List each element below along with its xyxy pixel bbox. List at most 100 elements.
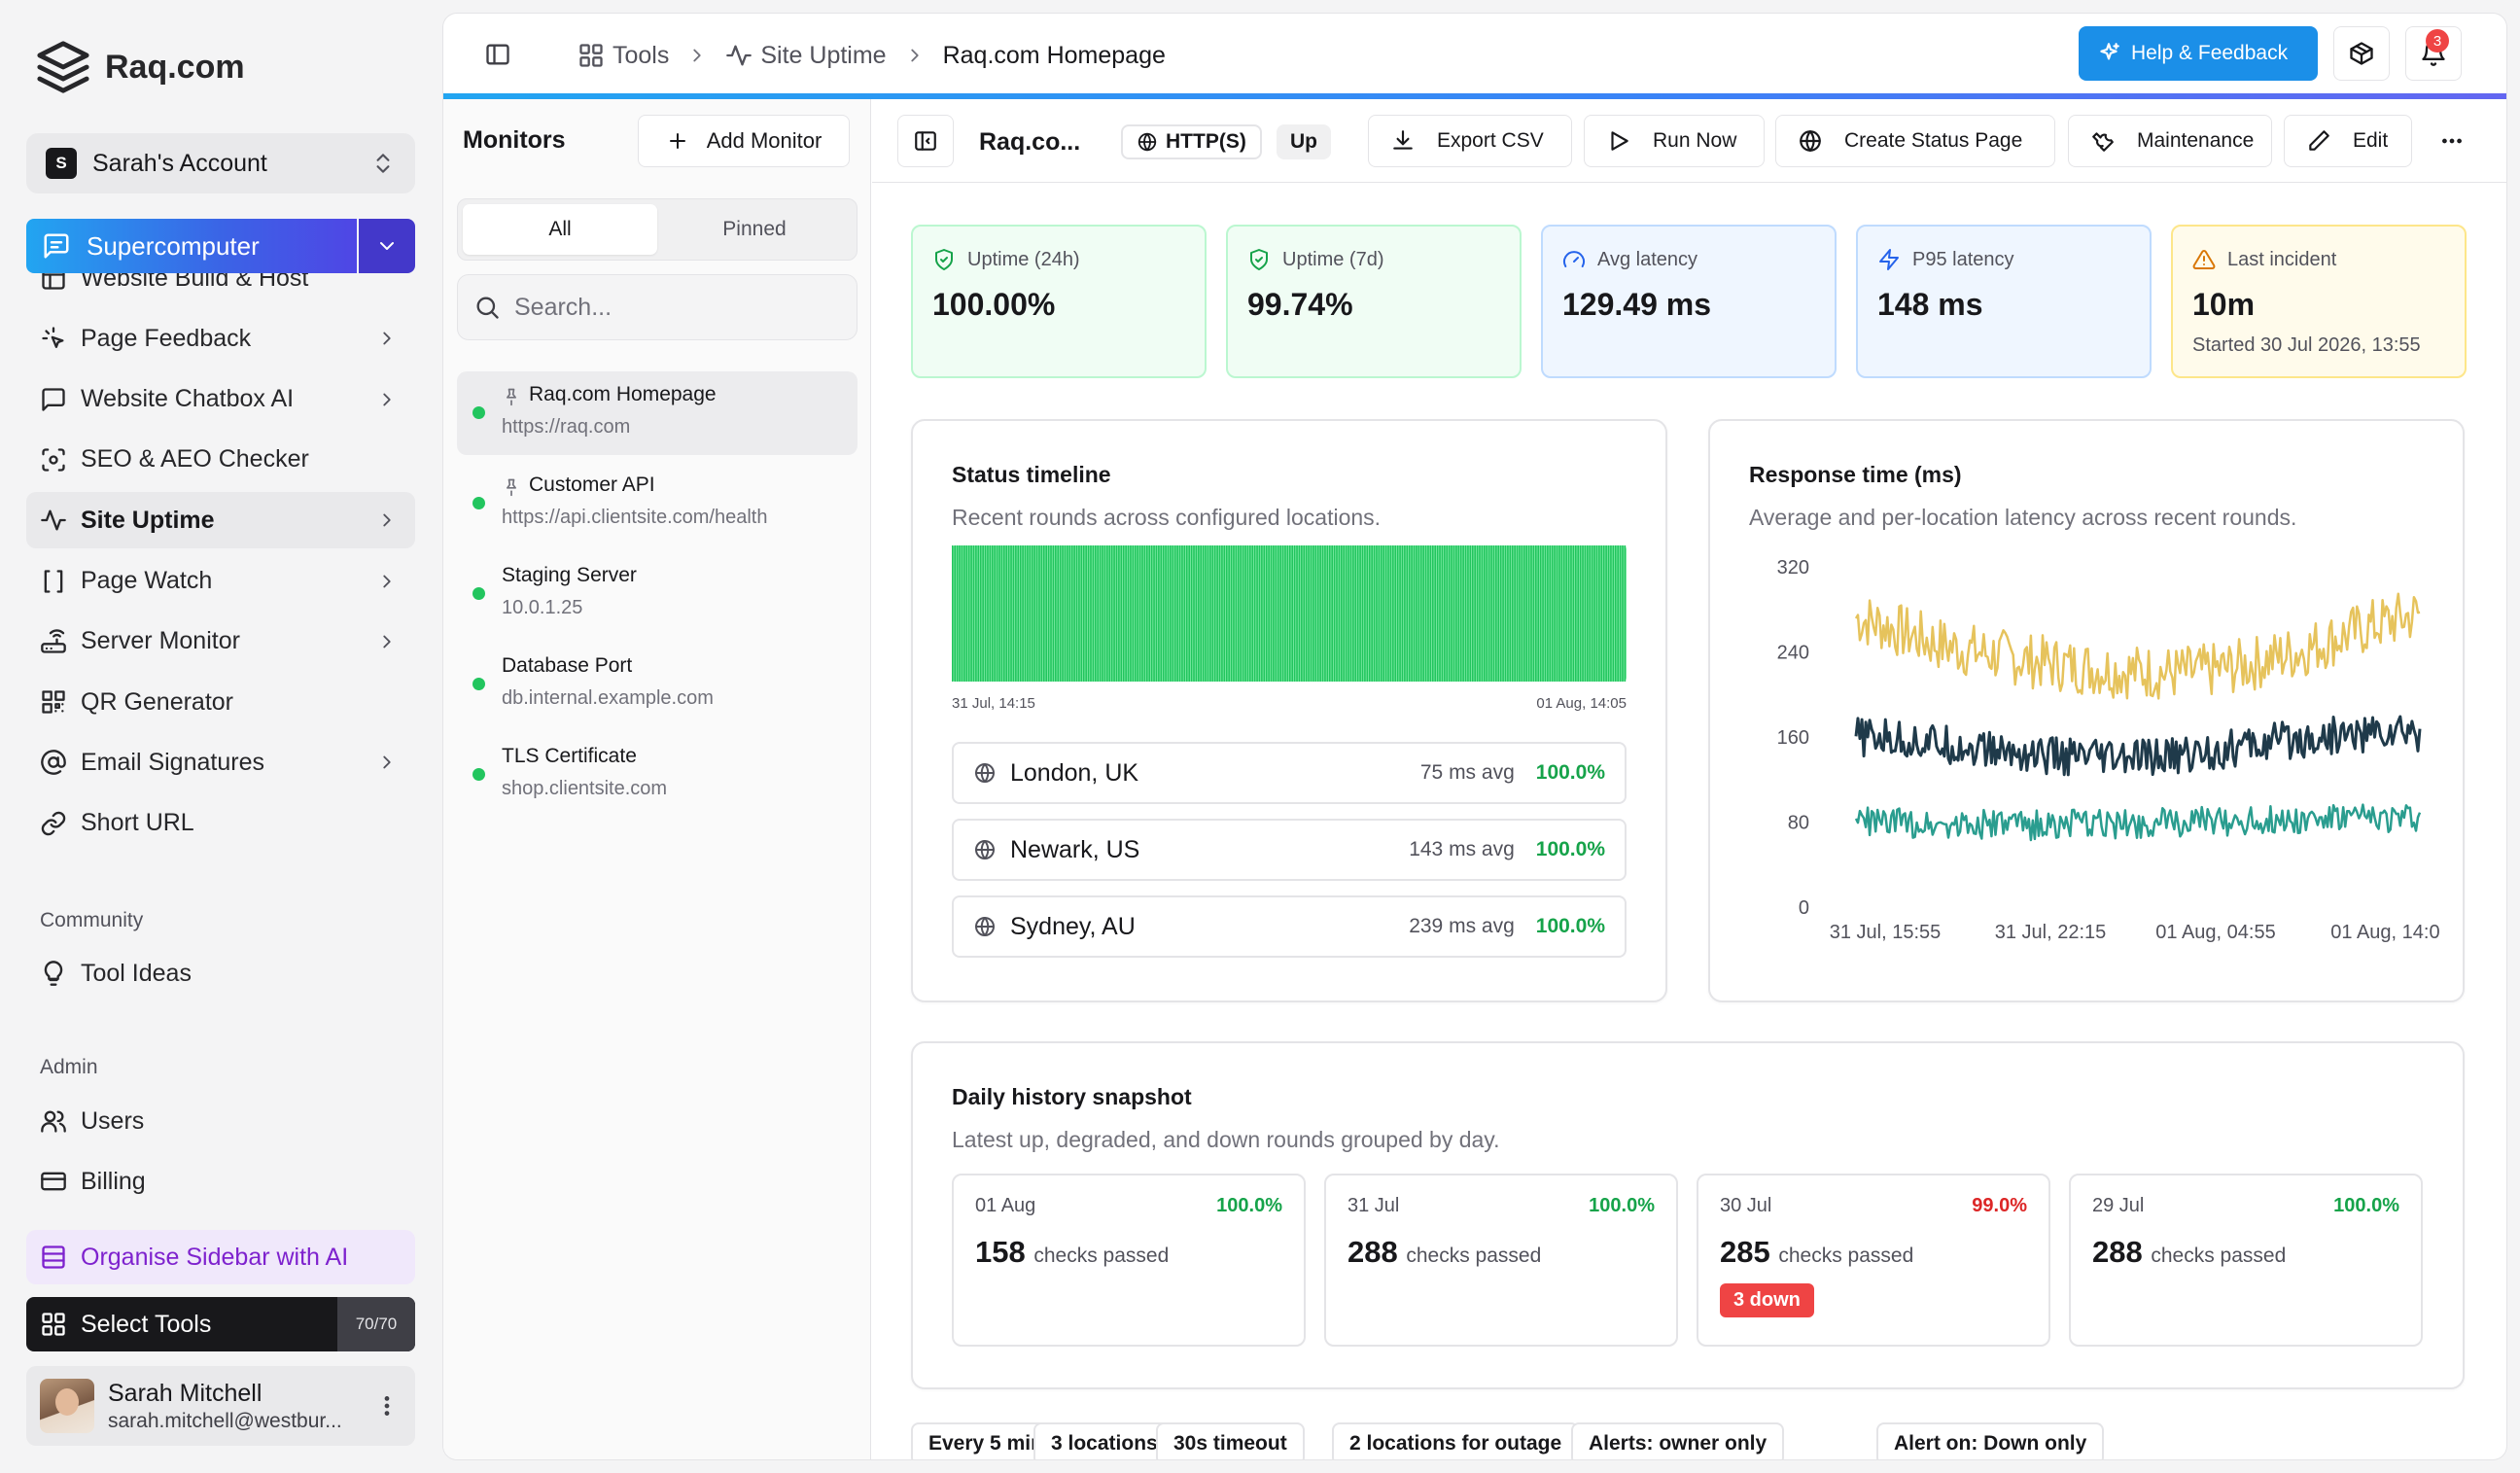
- breadcrumb-site-uptime[interactable]: Site Uptime: [760, 41, 887, 69]
- status-bar: [977, 545, 980, 682]
- export-csv-button[interactable]: Export CSV: [1368, 115, 1572, 167]
- status-bar: [1399, 545, 1401, 682]
- sidebar-item-email-signatures[interactable]: Email Signatures: [26, 734, 415, 790]
- status-bar: [1132, 545, 1135, 682]
- select-tools-button[interactable]: Select Tools 70/70: [26, 1297, 415, 1351]
- status-bar: [1200, 545, 1203, 682]
- status-bar: [1097, 545, 1100, 682]
- y-tick-label: 240: [1777, 643, 1809, 664]
- help-feedback-button[interactable]: Help & Feedback: [2079, 26, 2318, 81]
- sparkles-icon: [2096, 41, 2121, 66]
- status-bar: [1579, 545, 1582, 682]
- sidebar-toggle-icon[interactable]: [484, 41, 511, 68]
- edit-button[interactable]: Edit: [2284, 115, 2412, 167]
- sidebar-item-tool-ideas[interactable]: Tool Ideas: [26, 945, 415, 1001]
- more-options-button[interactable]: [2424, 115, 2480, 167]
- status-bar: [1068, 545, 1071, 682]
- status-bar: [1035, 545, 1038, 682]
- x-tick-label: 01 Aug, 04:55: [2155, 922, 2275, 943]
- project-dropdown-button[interactable]: [359, 219, 415, 273]
- notifications-button[interactable]: 3: [2405, 26, 2462, 81]
- tab-all[interactable]: All: [463, 204, 657, 255]
- plus-icon: [666, 129, 689, 153]
- sidebar-item-website-build-host[interactable]: Website Build & Host: [26, 273, 415, 306]
- day-checks: 158 checks passed: [975, 1235, 1282, 1270]
- notification-count-badge: 3: [2426, 29, 2449, 53]
- location-row[interactable]: Sydney, AU 239 ms avg 100.0%: [952, 895, 1627, 958]
- download-icon: [1390, 128, 1416, 154]
- sidebar-item-qr-generator[interactable]: QR Generator: [26, 674, 415, 730]
- day-header: 31 Jul 100.0%: [1348, 1195, 1655, 1217]
- brand-logo[interactable]: Raq.com: [35, 39, 245, 95]
- account-switcher[interactable]: S Sarah's Account: [26, 133, 415, 193]
- status-bar: [1153, 545, 1155, 682]
- status-bar: [1452, 545, 1455, 682]
- status-bar: [1291, 545, 1294, 682]
- monitor-item[interactable]: Customer API https://api.clientsite.com/h…: [457, 462, 858, 545]
- more-vertical-icon[interactable]: [374, 1393, 400, 1419]
- status-bar: [1326, 545, 1329, 682]
- user-profile[interactable]: Sarah Mitchell sarah.mitchell@westbur...: [26, 1366, 415, 1446]
- status-bar: [1010, 545, 1012, 682]
- config-chip: 3 locations: [1033, 1422, 1175, 1459]
- sidebar-item-page-watch[interactable]: Page Watch: [26, 553, 415, 610]
- grid-icon: [40, 1311, 67, 1338]
- status-bar: [1312, 545, 1314, 682]
- monitor-filter-tabs: All Pinned: [457, 198, 858, 261]
- location-avg: 239 ms avg: [1409, 915, 1515, 937]
- detail-content: Uptime (24h) 100.00% Uptime (7d) 99.74% Avg …: [872, 184, 2506, 1459]
- add-monitor-button[interactable]: Add Monitor: [638, 115, 850, 167]
- search-input[interactable]: [514, 293, 845, 322]
- monitor-item[interactable]: Staging Server 10.0.1.25: [457, 552, 858, 636]
- sidebar-item-website-chatbox-ai[interactable]: Website Chatbox AI: [26, 371, 415, 428]
- status-bar: [1000, 545, 1003, 682]
- create-status-page-button[interactable]: Create Status Page: [1775, 115, 2055, 167]
- chat-square-icon: [42, 231, 71, 261]
- status-bar: [1211, 545, 1214, 682]
- status-bar: [989, 545, 992, 682]
- monitor-item[interactable]: TLS Certificate shop.clientsite.com: [457, 733, 858, 817]
- sidebar-item-users[interactable]: Users: [26, 1093, 415, 1149]
- breadcrumb-tools[interactable]: Tools: [612, 41, 670, 69]
- globe-icon: [973, 915, 997, 938]
- stat-label-row: P95 latency: [1877, 248, 2130, 271]
- maintenance-button[interactable]: Maintenance: [2068, 115, 2272, 167]
- sidebar-item-seo-aeo-checker[interactable]: SEO & AEO Checker: [26, 432, 415, 488]
- sidebar-item-short-url[interactable]: Short URL: [26, 795, 415, 837]
- status-bar: [1429, 545, 1432, 682]
- status-bar: [1560, 545, 1563, 682]
- tab-pinned[interactable]: Pinned: [722, 218, 787, 240]
- status-bar: [1455, 545, 1457, 682]
- stat-label-row: Uptime (7d): [1247, 248, 1500, 271]
- status-bar: [1474, 545, 1476, 682]
- status-bar: [1228, 545, 1230, 682]
- chevrons-up-down-icon: [370, 151, 396, 176]
- status-bar: [1444, 545, 1446, 682]
- status-bar: [1511, 545, 1514, 682]
- status-bar: [1598, 545, 1600, 682]
- project-button[interactable]: Supercomputer: [26, 219, 357, 273]
- sidebar-item-label: Tool Ideas: [81, 959, 192, 987]
- sidebar-item-server-monitor[interactable]: Server Monitor: [26, 614, 415, 670]
- sidebar-item-page-feedback[interactable]: Page Feedback: [26, 310, 415, 367]
- run-now-button[interactable]: Run Now: [1584, 115, 1765, 167]
- stat-value: 10m: [2192, 287, 2256, 322]
- sidebar-item-billing[interactable]: Billing: [26, 1153, 415, 1210]
- monitor-url: https://api.clientsite.com/health: [502, 507, 768, 528]
- monitor-item[interactable]: Database Port db.internal.example.com: [457, 643, 858, 726]
- status-bar: [1249, 545, 1251, 682]
- stat-value: 129.49 ms: [1562, 287, 1712, 322]
- location-row[interactable]: London, UK 75 ms avg 100.0%: [952, 742, 1627, 804]
- status-bar: [1141, 545, 1143, 682]
- monitor-item[interactable]: Raq.com Homepage https://raq.com: [457, 371, 858, 455]
- organise-sidebar-button[interactable]: Organise Sidebar with AI: [26, 1230, 415, 1284]
- monitor-name: Staging Server: [502, 564, 637, 586]
- stat-card: P95 latency 148 ms: [1856, 225, 2152, 378]
- collapse-list-button[interactable]: [897, 115, 954, 167]
- package-button[interactable]: [2333, 26, 2390, 81]
- location-row[interactable]: Newark, US 143 ms avg 100.0%: [952, 819, 1627, 881]
- status-bar: [1406, 545, 1409, 682]
- sidebar-item-site-uptime[interactable]: Site Uptime: [26, 492, 415, 549]
- account-name: Sarah's Account: [92, 149, 267, 177]
- project-selector: Supercomputer: [26, 219, 415, 273]
